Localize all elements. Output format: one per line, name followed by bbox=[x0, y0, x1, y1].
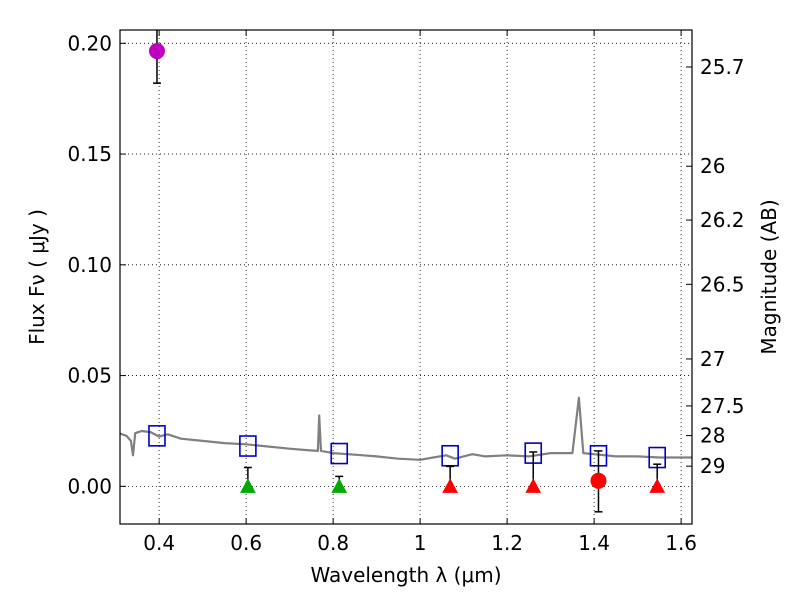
mag-tick-label: 29 bbox=[700, 454, 725, 478]
mag-tick-label: 28 bbox=[700, 424, 725, 448]
upper-limit-point bbox=[525, 478, 542, 493]
mag-tick-label: 27.5 bbox=[700, 394, 745, 418]
sed-line bbox=[120, 396, 692, 461]
measurement-point bbox=[590, 472, 607, 489]
mag-tick-label: 27 bbox=[700, 347, 725, 371]
y2-axis-label: Magnitude (AB) bbox=[757, 199, 781, 354]
y-tick-label: 0.05 bbox=[67, 364, 112, 388]
y-tick-label: 0.00 bbox=[67, 474, 112, 498]
mag-tick-label: 26.5 bbox=[700, 272, 745, 296]
x-tick-label: 1 bbox=[414, 531, 427, 555]
x-tick-label: 0.8 bbox=[317, 531, 349, 555]
plot-area bbox=[120, 30, 692, 513]
x-tick-label: 0.4 bbox=[143, 531, 175, 555]
y-tick-label: 0.20 bbox=[67, 31, 112, 55]
model-photometry-point bbox=[148, 425, 166, 447]
mag-tick-label: 25.7 bbox=[700, 55, 745, 79]
mag-tick-label: 26.2 bbox=[700, 208, 745, 232]
upper-limit-point bbox=[240, 478, 256, 493]
x-tick-label: 1.6 bbox=[665, 531, 697, 555]
measurement-point bbox=[148, 43, 165, 60]
x-tick-label: 1.2 bbox=[491, 531, 523, 555]
y-tick-label: 0.10 bbox=[67, 253, 112, 277]
model-photometry-point bbox=[330, 442, 349, 465]
axes: 0.4 0.6 0.8 1 1.2 1.4 1.6 0.00 0.05 0.10 0.15 0.20 2… bbox=[67, 30, 745, 555]
mag-tick-label: 26 bbox=[700, 154, 725, 178]
x-tick-label: 1.4 bbox=[578, 531, 610, 555]
y-tick-label: 0.15 bbox=[67, 142, 112, 166]
x-axis-label: Wavelength λ (μm) bbox=[310, 563, 501, 587]
y-axis-label: Flux Fν ( μJy ) bbox=[25, 209, 49, 345]
plot-frame bbox=[119, 29, 693, 525]
model-photometry-point bbox=[239, 435, 257, 457]
upper-limit-point bbox=[649, 478, 666, 493]
upper-limit-point bbox=[442, 478, 458, 493]
upper-limit-point bbox=[331, 478, 348, 493]
x-tick-label: 0.6 bbox=[230, 531, 262, 555]
